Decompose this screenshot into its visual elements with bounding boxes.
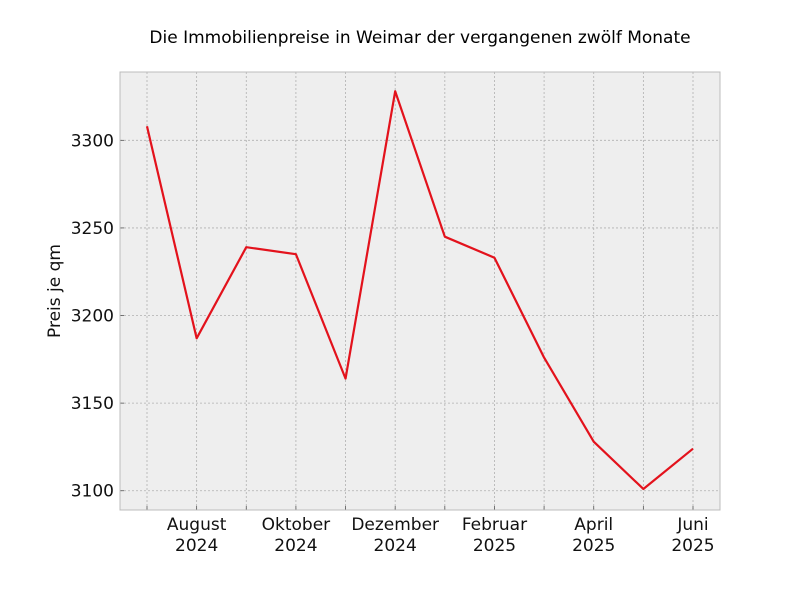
y-tick-label: 3300 xyxy=(71,131,114,151)
y-tick-label: 3150 xyxy=(71,394,114,414)
axis-ticks: 31003150320032503300August2024Oktober202… xyxy=(71,131,715,556)
x-tick-label: August xyxy=(167,515,227,535)
x-tick-label: April xyxy=(574,515,613,535)
x-tick-label: Februar xyxy=(462,515,527,535)
y-axis-label: Preis je qm xyxy=(45,244,65,338)
x-tick-label-year: 2025 xyxy=(572,536,615,556)
x-tick-label: Juni xyxy=(676,515,708,535)
y-tick-label: 3200 xyxy=(71,307,114,327)
grid xyxy=(120,72,720,510)
y-tick-label: 3250 xyxy=(71,219,114,239)
chart-title: Die Immobilienpreise in Weimar der verga… xyxy=(149,28,690,48)
plot-frame xyxy=(119,71,721,511)
x-tick-label-year: 2024 xyxy=(274,536,317,556)
x-tick-label: Oktober xyxy=(262,515,331,535)
series-line xyxy=(145,90,694,491)
x-tick-label-year: 2025 xyxy=(671,536,714,556)
y-tick-label: 3100 xyxy=(71,482,114,502)
x-tick-label: Dezember xyxy=(351,515,439,535)
x-tick-label-year: 2025 xyxy=(473,536,516,556)
x-tick-label-year: 2024 xyxy=(175,536,218,556)
x-tick-label-year: 2024 xyxy=(374,536,417,556)
plot-area xyxy=(120,72,720,510)
